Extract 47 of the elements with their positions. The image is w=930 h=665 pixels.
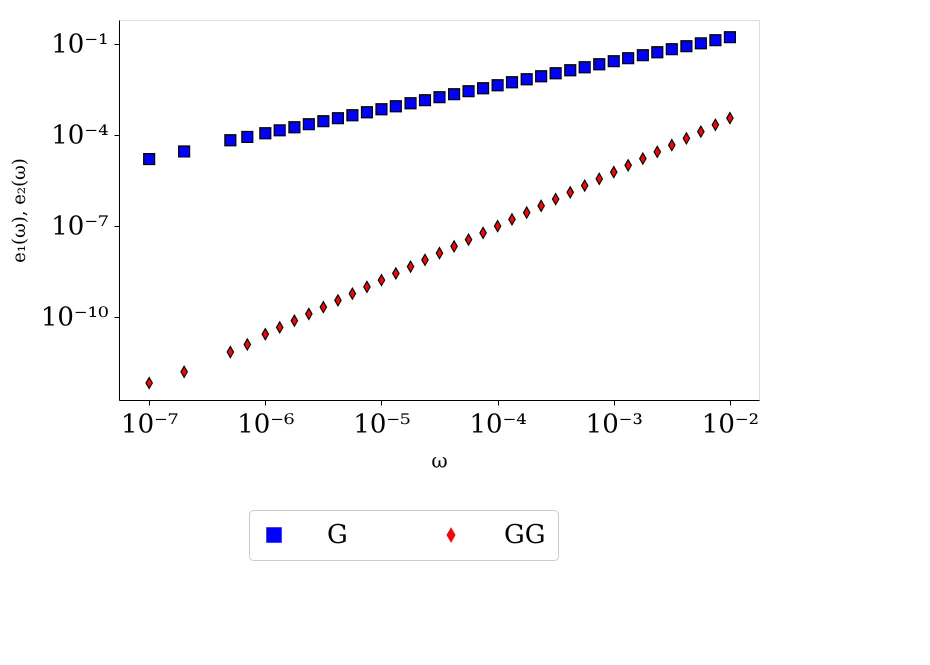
point — [550, 67, 562, 80]
point — [477, 82, 490, 94]
point — [535, 70, 548, 82]
point — [622, 52, 634, 64]
point — [433, 91, 446, 104]
point — [492, 79, 504, 92]
point — [288, 121, 300, 134]
x-tick-label: 10⁻⁵ — [353, 410, 411, 440]
point — [608, 55, 620, 68]
point — [274, 124, 286, 136]
point — [390, 100, 402, 112]
point — [462, 85, 475, 98]
x-tick-label: 10⁻⁶ — [237, 410, 294, 440]
point — [666, 43, 678, 56]
point — [506, 76, 518, 88]
point — [302, 118, 315, 130]
y-tick-label: 10⁻¹⁰ — [40, 302, 108, 333]
x-tick-label: 10⁻³ — [586, 410, 643, 440]
point — [709, 34, 722, 46]
x-tick-label: 10⁻⁴ — [469, 410, 527, 440]
point — [724, 31, 736, 44]
y-axis-title: e₁(ω), e₂(ω) — [8, 158, 30, 263]
x-tick-label: 10⁻⁷ — [121, 410, 178, 440]
point — [404, 97, 417, 110]
legend-label: GG — [504, 520, 546, 550]
point — [332, 112, 344, 124]
point — [520, 73, 533, 86]
point — [346, 109, 358, 122]
point — [360, 106, 374, 118]
point — [564, 64, 576, 76]
point — [259, 127, 272, 140]
point — [636, 49, 649, 62]
point — [448, 88, 460, 100]
point — [418, 94, 432, 106]
point — [680, 40, 692, 52]
y-tick-label: 10⁻⁷ — [51, 212, 108, 242]
legend-label: G — [327, 520, 348, 550]
point — [317, 115, 330, 128]
x-axis-title: ω — [431, 448, 448, 472]
point — [375, 103, 388, 116]
point — [651, 46, 664, 58]
y-tick-label: 10⁻⁴ — [51, 120, 108, 151]
x-tick-label: 10⁻² — [702, 410, 760, 440]
y-tick-label: 10⁻¹ — [51, 30, 108, 60]
point — [593, 58, 606, 70]
point — [694, 37, 707, 50]
point — [578, 61, 591, 74]
